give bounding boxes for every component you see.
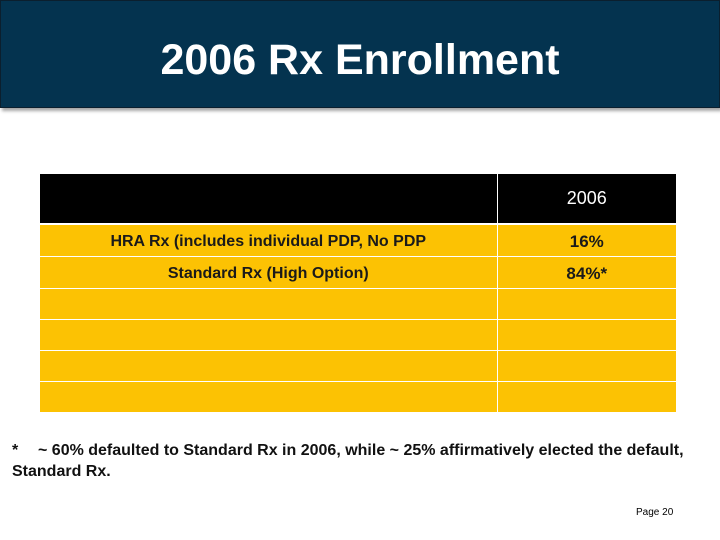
plan-cell bbox=[40, 319, 498, 351]
header-year-cell: 2006 bbox=[497, 174, 676, 225]
title-bar bbox=[0, 0, 720, 108]
page-number: Page 20 bbox=[636, 507, 674, 518]
value-cell bbox=[497, 319, 676, 351]
plan-cell: Standard Rx (High Option) bbox=[40, 256, 498, 289]
plan-cell bbox=[40, 350, 498, 382]
value-cell bbox=[497, 381, 676, 413]
value-cell: 16% bbox=[497, 224, 676, 257]
plan-cell: HRA Rx (includes individual PDP, No PDP bbox=[40, 224, 498, 257]
value-cell bbox=[497, 288, 676, 320]
plan-cell bbox=[40, 288, 498, 320]
table-row: HRA Rx (includes individual PDP, No PDP … bbox=[40, 224, 676, 257]
plan-cell bbox=[40, 381, 498, 413]
value-cell bbox=[497, 350, 676, 382]
table-row bbox=[40, 381, 676, 413]
table-row bbox=[40, 319, 676, 351]
value-cell: 84%* bbox=[497, 256, 676, 289]
footnote-marker: * bbox=[12, 442, 19, 459]
table-row: Standard Rx (High Option) 84%* bbox=[40, 256, 676, 289]
table-header-row: 2006 bbox=[40, 174, 676, 225]
footnote: * ~ 60% defaulted to Standard Rx in 2006,… bbox=[12, 440, 712, 482]
header-plan-cell bbox=[40, 174, 498, 225]
table-row bbox=[40, 350, 676, 382]
enrollment-table: 2006 HRA Rx (includes individual PDP, No… bbox=[40, 174, 676, 413]
footnote-text: ~ 60% defaulted to Standard Rx in 2006, … bbox=[12, 442, 684, 480]
slide-title: 2006 Rx Enrollment bbox=[160, 36, 560, 84]
table-row bbox=[40, 288, 676, 320]
